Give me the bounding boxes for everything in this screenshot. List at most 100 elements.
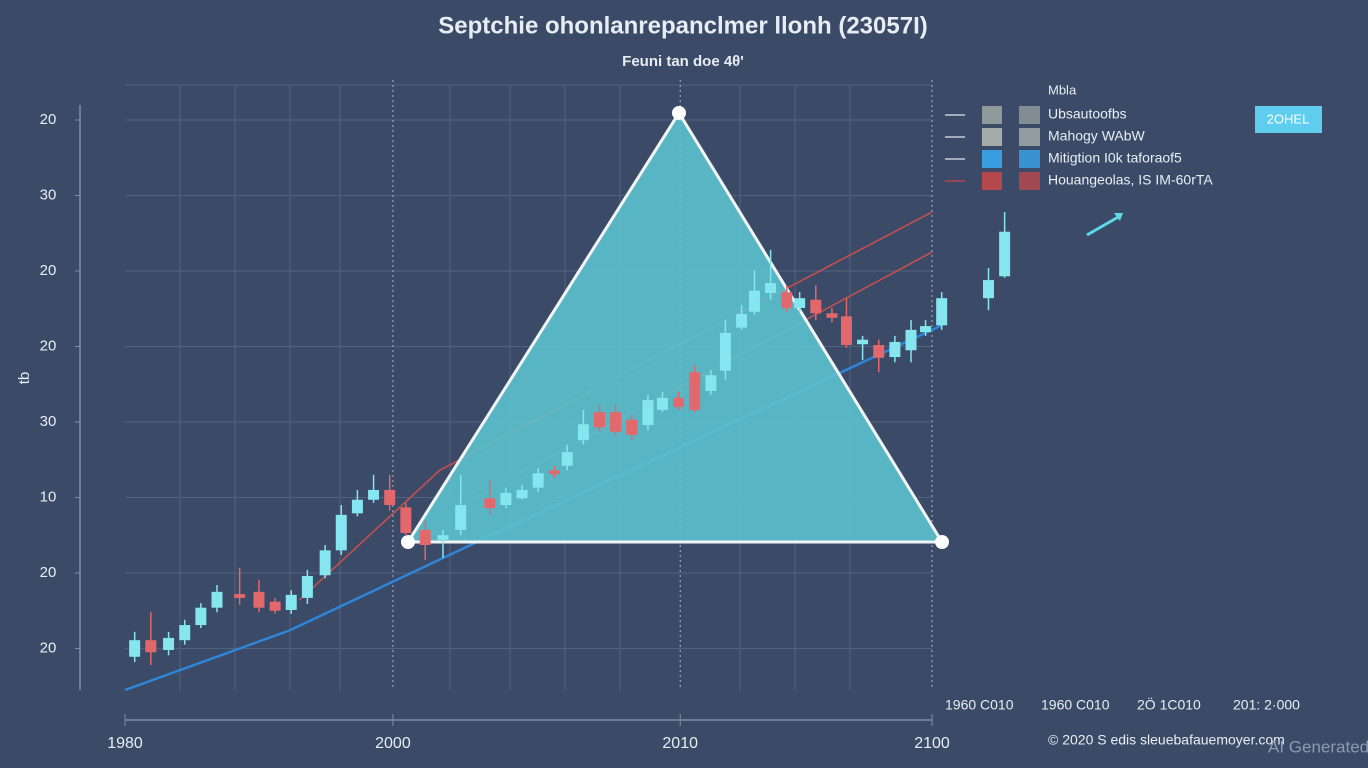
candle-body bbox=[195, 607, 207, 626]
legend-swatch bbox=[1019, 150, 1040, 168]
legend-swatch bbox=[1019, 128, 1040, 146]
y-axis-label: tb bbox=[16, 372, 33, 385]
legend-label: Houangeolas, IS IM-60rTA bbox=[1048, 172, 1213, 188]
candle-body bbox=[129, 640, 141, 657]
candle-body bbox=[532, 473, 544, 488]
y-tick-label: 20 bbox=[40, 262, 57, 279]
candle-body bbox=[748, 290, 760, 312]
candle-body bbox=[285, 594, 297, 610]
legend-swatch bbox=[982, 106, 1002, 124]
candle-body bbox=[335, 514, 347, 551]
legend-label: Mahogy WAbW bbox=[1048, 128, 1146, 144]
candle-body bbox=[561, 452, 573, 466]
corner-labels: 1960 C010 1960 C010 2Ö 1C010 201: 2·000 bbox=[945, 696, 1300, 713]
x-tick-label: 2000 bbox=[375, 735, 411, 752]
candle-body bbox=[163, 637, 175, 650]
annotation-vertex bbox=[935, 535, 949, 549]
candle-body bbox=[577, 424, 589, 441]
button-background[interactable] bbox=[1255, 106, 1322, 133]
y-tick-label: 20 bbox=[40, 639, 57, 656]
candle-body bbox=[594, 412, 606, 428]
candle-body bbox=[905, 329, 917, 351]
candle-body bbox=[840, 316, 852, 345]
candle-body bbox=[673, 397, 685, 407]
annotation-vertex bbox=[401, 535, 415, 549]
trend-arrow-head bbox=[1114, 213, 1123, 221]
candle-body bbox=[826, 313, 838, 318]
candle-body bbox=[810, 299, 822, 314]
y-tick-label: 10 bbox=[40, 488, 57, 505]
candle-body bbox=[765, 283, 777, 293]
legend-swatch bbox=[1019, 172, 1040, 190]
trend-arrow bbox=[1086, 214, 1121, 237]
chart-title: Septchie ohonlanrepanclmer llonh (23057I… bbox=[438, 12, 927, 39]
legend-label: Ubsautoofbs bbox=[1048, 106, 1127, 122]
legend-swatch bbox=[1019, 106, 1040, 124]
candle-body bbox=[301, 576, 313, 598]
y-tick-label: 20 bbox=[40, 337, 57, 354]
candle-body bbox=[626, 419, 638, 435]
corner-label: 1960 C010 bbox=[1041, 697, 1110, 713]
watermark: AI Generated bbox=[1268, 737, 1368, 756]
candle-body bbox=[145, 640, 157, 653]
candle-body bbox=[857, 339, 869, 345]
candle-body bbox=[873, 344, 885, 358]
candle-body bbox=[455, 505, 467, 530]
candle-body bbox=[689, 372, 701, 410]
annotation-vertex bbox=[672, 106, 686, 120]
action-button[interactable]: 2OHEL bbox=[1255, 106, 1322, 133]
candle-body bbox=[781, 292, 793, 308]
candle-body bbox=[794, 298, 806, 308]
candle-body bbox=[705, 375, 717, 392]
candle-body bbox=[889, 341, 901, 358]
x-tick-label: 2100 bbox=[914, 735, 950, 752]
candle-body bbox=[936, 298, 948, 326]
x-tick-label: 1980 bbox=[107, 735, 143, 752]
candle-body bbox=[719, 332, 731, 371]
candle-body bbox=[368, 489, 380, 500]
legend-swatch bbox=[982, 172, 1002, 190]
candle-body bbox=[920, 326, 932, 333]
y-tick-label: 30 bbox=[40, 186, 57, 203]
candle-body bbox=[351, 499, 363, 514]
button-label[interactable]: 2OHEL bbox=[1267, 111, 1310, 126]
candle-body bbox=[384, 489, 396, 506]
candle-body bbox=[211, 591, 223, 608]
candle-body bbox=[500, 492, 512, 506]
triangle-annotation bbox=[405, 110, 945, 544]
candle-body bbox=[400, 507, 412, 533]
chart-subtitle: Feuni tan doe 4θ' bbox=[622, 53, 744, 70]
y-tick-label: 30 bbox=[40, 413, 57, 430]
candle-body bbox=[548, 470, 560, 475]
candle-body bbox=[982, 280, 994, 299]
footer: © 2020 S edis sleuebafauemoyer.com bbox=[1048, 732, 1285, 748]
legend-swatch bbox=[982, 150, 1002, 168]
candle-body bbox=[516, 489, 528, 499]
legend: Mbla Ubsautoofbs Mahogy WAbW Mitigtion I0k… bbox=[945, 82, 1213, 190]
candle-body bbox=[999, 231, 1011, 277]
candle-body bbox=[437, 535, 449, 540]
candle-body bbox=[179, 625, 191, 641]
candle-body bbox=[234, 594, 246, 598]
x-tick-label: 2010 bbox=[662, 735, 698, 752]
candle-body bbox=[642, 400, 654, 426]
candle-body bbox=[269, 601, 281, 611]
candle-body bbox=[253, 591, 265, 608]
candle-body bbox=[419, 529, 431, 546]
y-tick-label: 20 bbox=[40, 111, 57, 128]
legend-title: Mbla bbox=[1048, 82, 1077, 97]
corner-label: 2Ö 1C010 bbox=[1137, 696, 1201, 713]
candle-body bbox=[319, 550, 331, 576]
corner-label: 1960 C010 bbox=[945, 697, 1014, 713]
candle-body bbox=[610, 412, 622, 432]
overlay bbox=[129, 212, 1011, 666]
candle-body bbox=[736, 314, 748, 328]
candle-body bbox=[484, 498, 496, 509]
legend-swatch bbox=[982, 128, 1002, 146]
legend-label: Mitigtion I0k taforaof5 bbox=[1048, 150, 1182, 166]
corner-label: 201: 2·000 bbox=[1233, 697, 1300, 713]
y-tick-label: 20 bbox=[40, 564, 57, 581]
candle-body bbox=[656, 397, 668, 410]
